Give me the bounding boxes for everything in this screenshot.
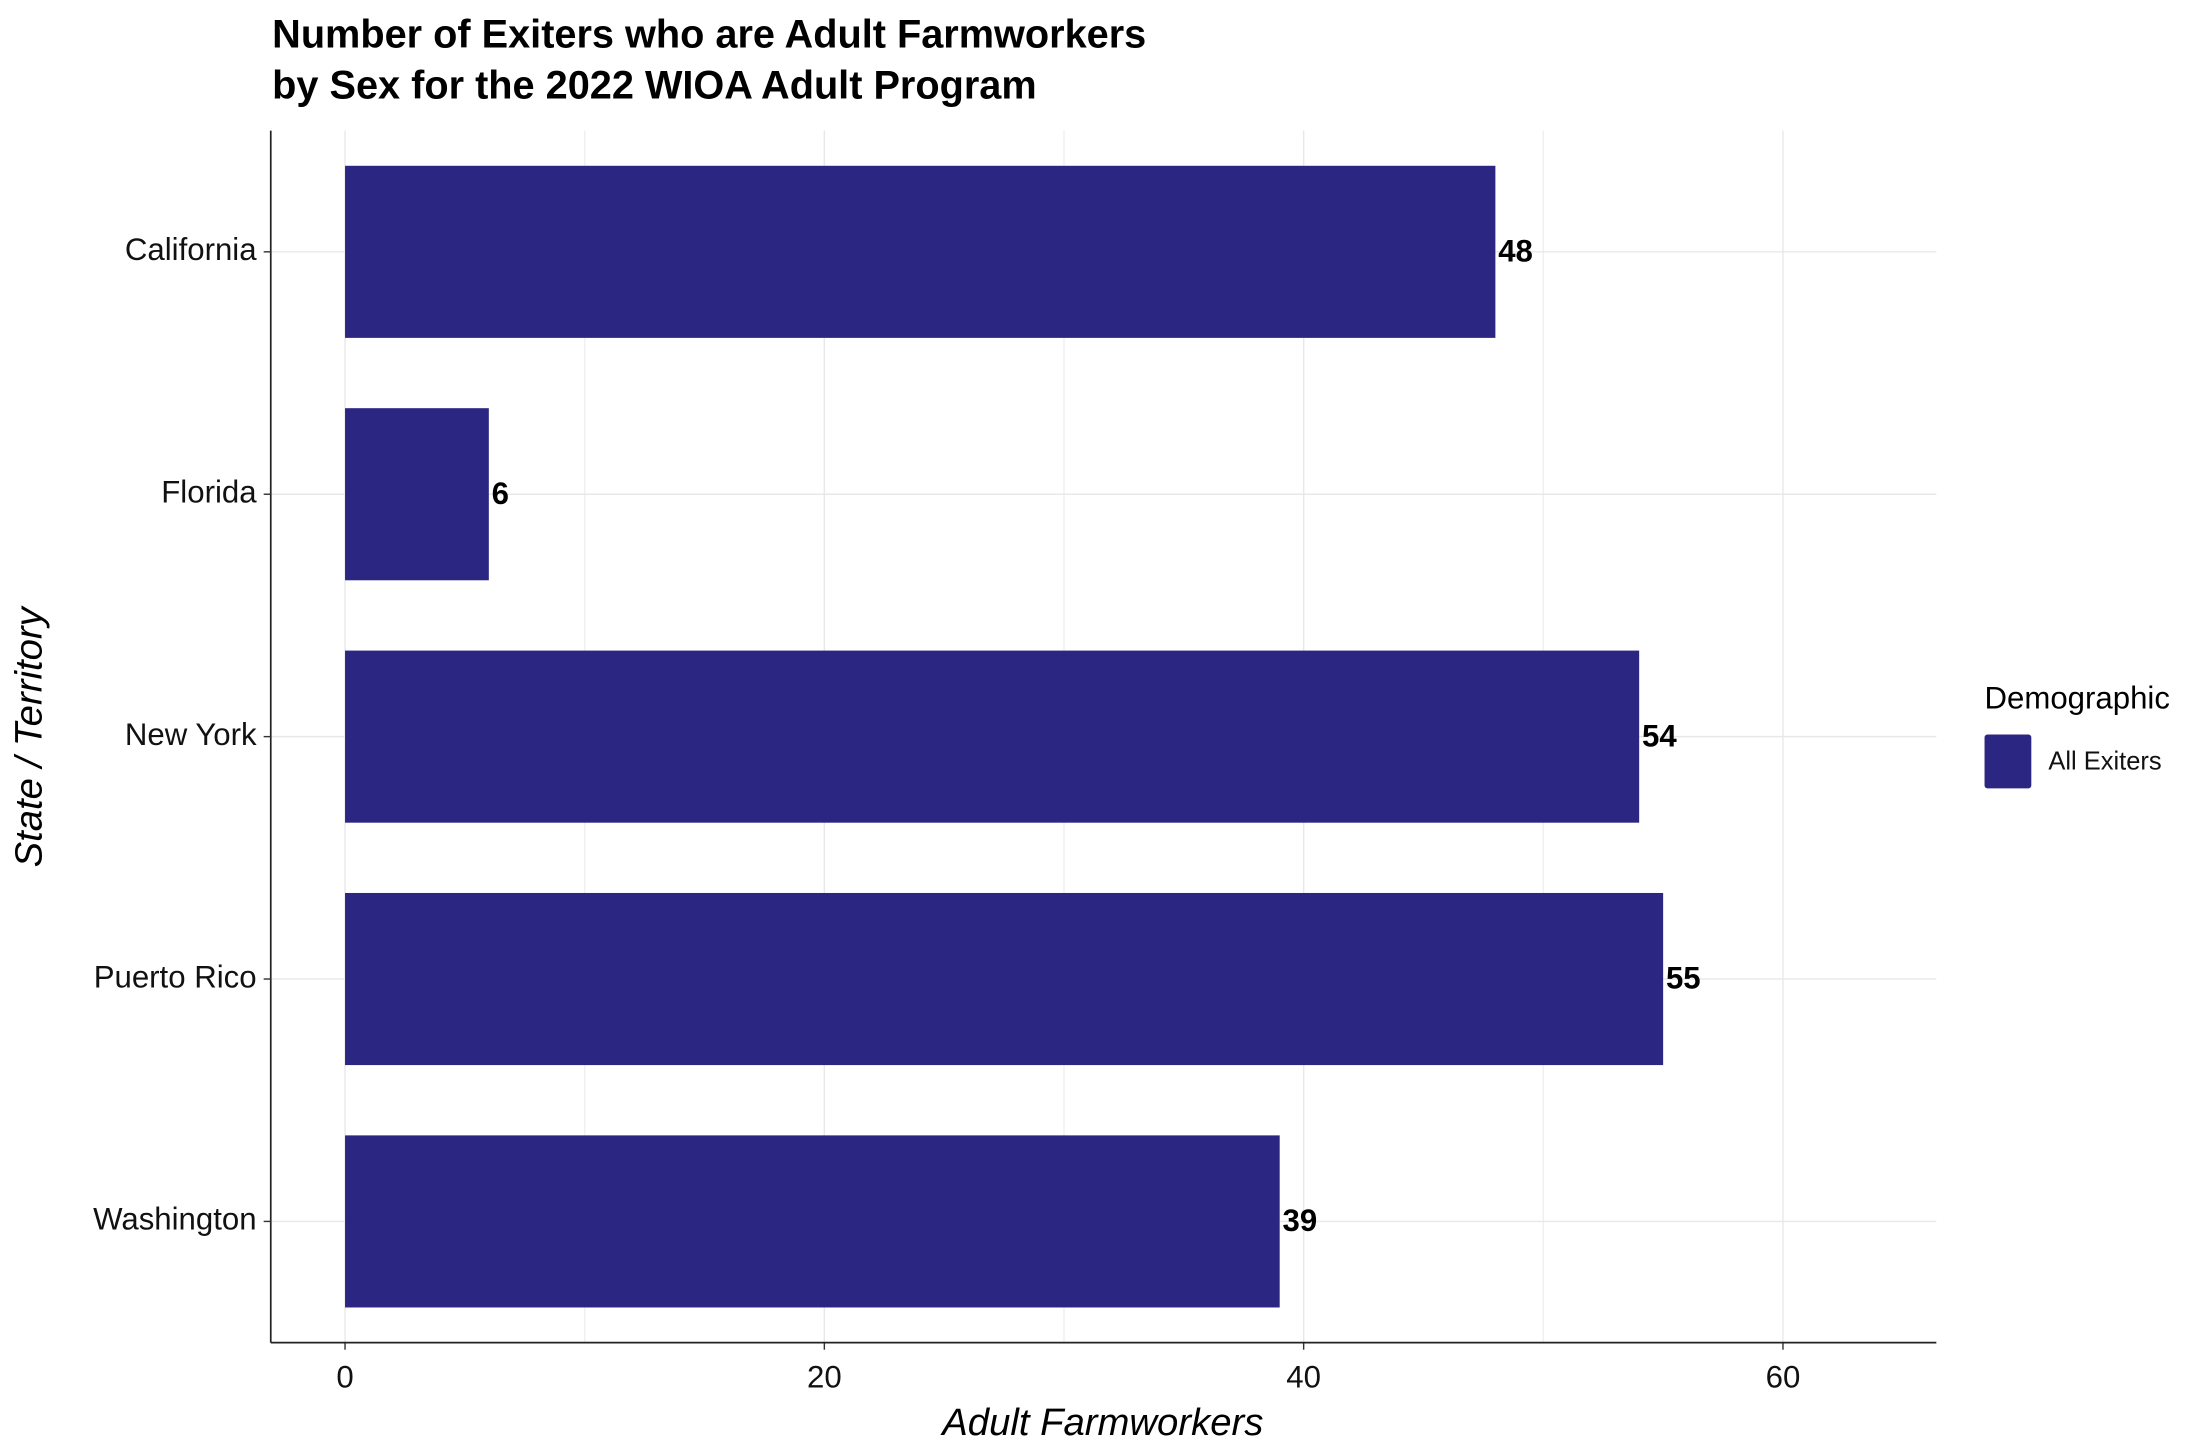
y-tick-label: New York — [125, 717, 257, 752]
value-label: 55 — [1666, 961, 1701, 996]
x-axis-label: Adult Farmworkers — [940, 1401, 1263, 1444]
legend-title: Demographic — [1985, 681, 2170, 716]
bar — [345, 165, 1496, 338]
value-label: 6 — [492, 476, 509, 511]
bar — [345, 1135, 1280, 1308]
legend-label: All Exiters — [2048, 748, 2161, 776]
x-tick-label: 40 — [1286, 1360, 1321, 1395]
chart-title: by Sex for the 2022 WIOA Adult Program — [272, 64, 1037, 108]
value-label: 48 — [1498, 233, 1533, 268]
value-label: 39 — [1283, 1203, 1318, 1238]
bar — [345, 650, 1640, 823]
y-axis-label: State / Territory — [7, 604, 50, 867]
x-tick-label: 20 — [807, 1360, 842, 1395]
legend-swatch — [1984, 734, 2032, 789]
y-tick-label: Florida — [161, 474, 257, 509]
y-tick-label: Washington — [93, 1202, 256, 1237]
bar — [345, 408, 489, 581]
value-label: 54 — [1642, 718, 1677, 753]
x-tick-label: 60 — [1766, 1360, 1801, 1395]
y-tick-label: California — [125, 232, 257, 267]
y-tick-label: Puerto Rico — [94, 959, 257, 994]
chart-title: Number of Exiters who are Adult Farmwork… — [272, 13, 1146, 57]
x-tick-label: 0 — [336, 1360, 353, 1395]
bar — [345, 892, 1664, 1066]
